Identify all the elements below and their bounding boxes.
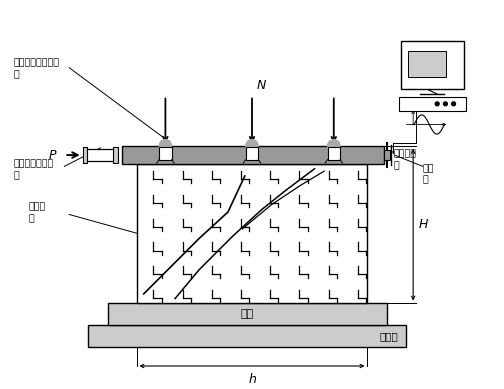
Bar (113, 147, 118, 163)
Bar (122, 146, 385, 164)
Bar (108, 303, 387, 325)
Bar (399, 96, 466, 111)
Bar (401, 41, 464, 89)
Bar (385, 150, 390, 160)
FancyBboxPatch shape (246, 147, 258, 159)
Text: 位移
计: 位移 计 (423, 164, 434, 185)
Text: N: N (257, 79, 266, 92)
Text: 台座: 台座 (240, 309, 254, 319)
Bar (83, 147, 88, 163)
Circle shape (452, 102, 456, 106)
Bar (86, 149, 115, 161)
Circle shape (246, 139, 258, 152)
Circle shape (444, 102, 448, 106)
FancyBboxPatch shape (159, 147, 172, 159)
FancyBboxPatch shape (328, 147, 340, 159)
Bar (408, 51, 446, 77)
Circle shape (435, 102, 439, 106)
Text: 千斤顶加水平荷
载: 千斤顶加水平荷 载 (14, 159, 54, 180)
Bar (88, 325, 406, 347)
Circle shape (328, 139, 340, 152)
Text: 带定向滑轮的千斤
顶: 带定向滑轮的千斤 顶 (14, 58, 60, 79)
Circle shape (159, 139, 172, 152)
Text: 荷载分配
梁: 荷载分配 梁 (394, 149, 417, 170)
Text: h: h (248, 373, 256, 386)
Text: 基础梁: 基础梁 (380, 331, 399, 341)
Text: 试验墙
体: 试验墙 体 (28, 202, 45, 223)
Text: P: P (48, 149, 56, 161)
Bar (137, 164, 367, 303)
Text: H: H (419, 218, 428, 231)
